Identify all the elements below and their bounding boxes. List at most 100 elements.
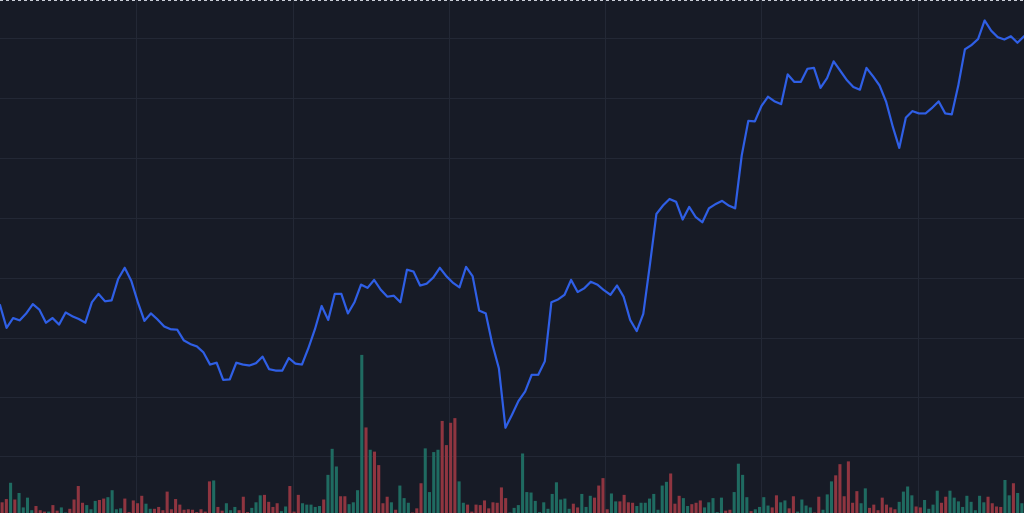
volume-bar (838, 464, 842, 513)
volume-bar (609, 493, 613, 513)
volume-bar (774, 495, 778, 513)
volume-bar (131, 500, 135, 513)
volume-bar (250, 507, 254, 513)
volume-bar (313, 506, 317, 513)
volume-bar (309, 504, 313, 513)
volume-bar (956, 501, 960, 513)
volume-bar (233, 506, 237, 513)
volume-bar (1007, 495, 1011, 513)
volume-bar (4, 499, 8, 513)
volume-bar (639, 502, 643, 513)
volume-bar (461, 502, 465, 513)
volume-bar (965, 495, 969, 513)
volume-bar (673, 503, 677, 513)
volume-bar (728, 509, 732, 513)
volume-bar (592, 497, 597, 513)
volume-bar (368, 449, 372, 513)
volume-bar (859, 503, 863, 513)
volume-bar (106, 497, 110, 513)
volume-bar (948, 490, 952, 513)
volume-bar (152, 508, 156, 513)
volume-bar (453, 418, 457, 513)
volume-bar (563, 498, 567, 513)
volume-bar (779, 502, 783, 513)
volume-bar (554, 482, 558, 513)
volume-bar (694, 502, 698, 513)
volume-bar (372, 451, 377, 513)
volume-bar (178, 504, 182, 513)
volume-bar (97, 499, 101, 513)
volume-bar (736, 463, 740, 513)
volume-bar (872, 504, 876, 513)
volume-bar (241, 496, 245, 513)
volume-bar (102, 498, 106, 513)
volume-bar (9, 482, 13, 513)
volume-bar (994, 506, 999, 513)
volume-bar (119, 508, 123, 513)
volume-bar (605, 509, 609, 513)
volume-bar (664, 481, 668, 513)
volume-bar (745, 497, 749, 513)
volume-bar (440, 420, 444, 513)
volume-bar (21, 507, 25, 513)
volume-bar (351, 502, 355, 513)
volume-bar (470, 511, 474, 513)
volume-bar (169, 509, 173, 513)
volume-bar (402, 498, 406, 513)
volume-bar (918, 507, 922, 513)
volume-bar (322, 499, 326, 513)
volume-bar (588, 495, 592, 513)
volume-bar (825, 494, 829, 513)
volume-bar (292, 511, 296, 513)
volume-bar (330, 448, 334, 513)
volume-bar (829, 481, 833, 513)
volume-bar (364, 427, 368, 513)
volume-bar (821, 509, 825, 513)
volume-bar (660, 485, 664, 513)
volume-bar (931, 504, 935, 513)
volume-bar (47, 511, 51, 513)
volume-bar (935, 490, 939, 513)
volume-bar (656, 509, 660, 513)
volume-bar (1011, 483, 1015, 513)
volume-bar (80, 502, 85, 513)
volume-bar (770, 507, 774, 513)
volume-bar (17, 493, 21, 513)
volume-bar (85, 505, 89, 513)
volume-bar (415, 508, 419, 513)
volume-bar (30, 510, 34, 513)
volume-bar (1020, 503, 1024, 513)
volume-bar (76, 486, 80, 513)
volume-bar (482, 500, 487, 513)
volume-bar (406, 502, 410, 513)
volume-bar (512, 507, 516, 513)
volume-bar (389, 502, 393, 513)
volume-bar (863, 488, 867, 513)
volume-bar (783, 500, 787, 513)
volume-bar (334, 466, 338, 513)
volume-bar (643, 502, 647, 513)
volume-bar (1003, 479, 1007, 513)
volume-bar (567, 508, 571, 513)
volume-bar (347, 504, 351, 513)
volume-bar (893, 509, 897, 513)
volume-bar (487, 508, 491, 513)
volume-bar (55, 510, 59, 513)
volume-bar (990, 503, 994, 513)
volume-bar (521, 453, 525, 513)
volume-bar (762, 497, 766, 513)
volume-bar (165, 491, 169, 513)
volume-bar (377, 465, 381, 513)
volume-bar (207, 481, 211, 513)
volume-bar (614, 501, 618, 513)
volume-bar (216, 506, 220, 513)
volume-bar (648, 498, 652, 513)
volume-bar (25, 497, 30, 513)
volume-bar (360, 354, 364, 513)
volume-bar (144, 503, 148, 513)
volume-bar (978, 495, 982, 513)
volume-bar (13, 499, 17, 513)
